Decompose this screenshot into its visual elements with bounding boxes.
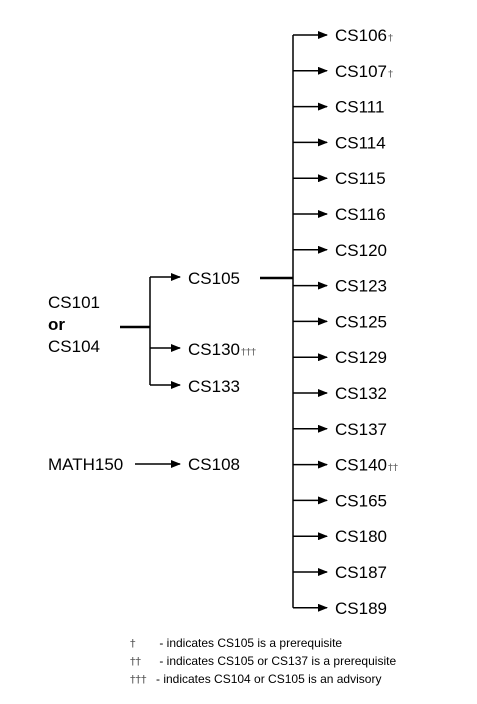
node-label: CS116: [335, 205, 386, 224]
node-cs130-mark: †††: [241, 347, 256, 358]
legend-row: ††† - indicates CS104 or CS105 is an advi…: [130, 670, 460, 688]
node-cs129: CS129: [335, 348, 387, 367]
node-cs132: CS132: [335, 384, 387, 403]
node-cs101: CS101: [48, 293, 100, 312]
node-label: CS115: [335, 169, 386, 188]
node-label: CS189: [335, 599, 387, 618]
node-mark: †: [388, 33, 393, 44]
node-cs108: CS108: [188, 455, 240, 474]
node-cs133: CS133: [188, 377, 240, 396]
legend-symbol: †††: [130, 673, 147, 686]
node-cs187: CS187: [335, 563, 387, 582]
node-label: CS114: [335, 133, 386, 152]
node-label: CS123: [335, 277, 387, 296]
legend-row: †† - indicates CS105 or CS137 is a prere…: [130, 652, 460, 670]
node-label: CS125: [335, 312, 387, 331]
node-cs116: CS116: [335, 205, 386, 224]
node-label: CS106: [335, 26, 387, 45]
node-cs104: CS104: [48, 337, 100, 356]
target-courses: CS106†CS107†CS111CS114CS115CS116CS120CS1…: [292, 26, 398, 618]
node-cs189: CS189: [335, 599, 387, 618]
node-label: CS165: [335, 491, 387, 510]
node-cs106: CS106†: [335, 26, 393, 45]
node-cs105: CS105: [188, 269, 240, 288]
node-cs123: CS123: [335, 277, 387, 296]
node-cs107: CS107†: [335, 62, 393, 81]
legend-text: - indicates CS105 or CS137 is a prerequi…: [156, 654, 397, 668]
node-label: CS180: [335, 527, 387, 546]
node-cs165: CS165: [335, 491, 387, 510]
node-label: CS187: [335, 563, 387, 582]
node-cs137: CS137: [335, 420, 387, 439]
legend-symbol: †: [130, 637, 136, 650]
node-cs120: CS120: [335, 241, 387, 260]
node-label: CS137: [335, 420, 387, 439]
node-cs140: CS140††: [335, 456, 398, 475]
node-cs130-label: CS130: [188, 340, 240, 359]
node-cs114: CS114: [335, 133, 386, 152]
legend-symbol: ††: [130, 655, 141, 668]
node-mark: †: [388, 69, 393, 80]
node-cs130: CS130†††: [188, 340, 256, 359]
node-cs111: CS111: [335, 98, 384, 117]
node-label: CS132: [335, 384, 387, 403]
legend: † - indicates CS105 is a prerequisite †† …: [130, 634, 460, 688]
legend-text: - indicates CS105 is a prerequisite: [156, 636, 343, 650]
node-label: CS140: [335, 456, 387, 475]
node-cs115: CS115: [335, 169, 386, 188]
node-label: CS111: [335, 98, 384, 117]
node-cs180: CS180: [335, 527, 387, 546]
node-label: CS129: [335, 348, 387, 367]
node-mark: ††: [388, 463, 398, 474]
or-label: or: [48, 315, 65, 334]
node-label: CS120: [335, 241, 387, 260]
legend-row: † - indicates CS105 is a prerequisite: [130, 634, 460, 652]
legend-text: - indicates CS104 or CS105 is an advisor…: [156, 672, 382, 686]
node-cs125: CS125: [335, 312, 387, 331]
node-label: CS107: [335, 62, 387, 81]
node-math150: MATH150: [48, 455, 123, 474]
